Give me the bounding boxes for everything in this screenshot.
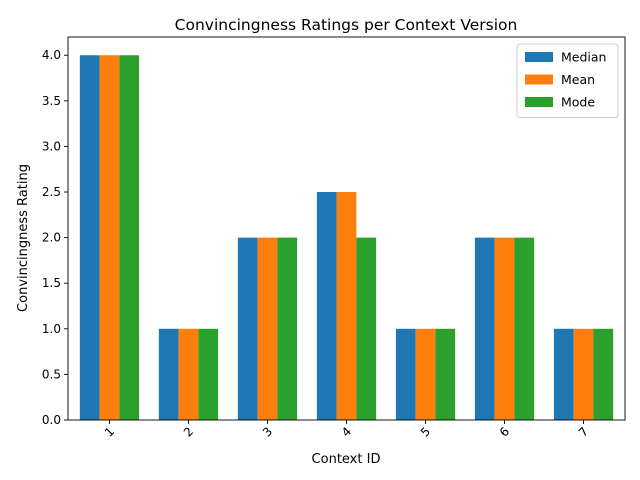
legend-swatch-mean (525, 74, 553, 85)
legend-swatch-mode (525, 97, 553, 107)
bar-mean-4 (336, 192, 357, 420)
bar-mode-4 (356, 237, 377, 420)
bar-median-1 (79, 55, 100, 420)
bar-mode-3 (277, 237, 298, 420)
y-tick-label: 3.0 (42, 139, 61, 153)
bar-mode-2 (198, 328, 219, 420)
legend-label-mean: Mean (561, 72, 595, 87)
x-axis-label: Context ID (312, 452, 381, 467)
y-tick-label: 0.0 (42, 413, 61, 427)
y-tick-label: 1.0 (42, 322, 61, 336)
bar-median-4 (316, 192, 337, 420)
bar-mean-5 (415, 328, 436, 420)
y-tick-label: 2.5 (42, 185, 61, 199)
chart-title: Convincingness Ratings per Context Versi… (175, 16, 518, 34)
legend-label-mode: Mode (561, 95, 595, 110)
y-tick-label: 3.5 (42, 94, 61, 108)
y-tick-label: 1.5 (42, 276, 61, 290)
bar-median-7 (553, 328, 574, 420)
bar-mean-7 (573, 328, 594, 420)
bar-mode-6 (514, 237, 535, 420)
legend-label-median: Median (561, 50, 606, 65)
y-tick-label: 0.5 (42, 367, 61, 381)
y-axis-label: Convincingness Rating (16, 164, 31, 312)
y-tick-label: 4.0 (42, 48, 61, 62)
bar-median-6 (474, 237, 495, 420)
bar-median-2 (158, 328, 179, 420)
bar-median-5 (395, 328, 416, 420)
bar-mean-1 (99, 55, 120, 420)
legend-swatch-median (525, 52, 553, 62)
bar-mean-3 (257, 237, 278, 420)
bar-mode-7 (593, 328, 614, 420)
bar-mean-2 (178, 328, 199, 420)
bars-group (79, 55, 614, 420)
bar-mode-5 (435, 328, 456, 420)
legend: Median Mean Mode (516, 43, 619, 118)
bar-median-3 (237, 237, 258, 420)
bar-mean-6 (494, 237, 515, 420)
y-tick-label: 2.0 (42, 231, 61, 245)
bar-mode-1 (119, 55, 140, 420)
